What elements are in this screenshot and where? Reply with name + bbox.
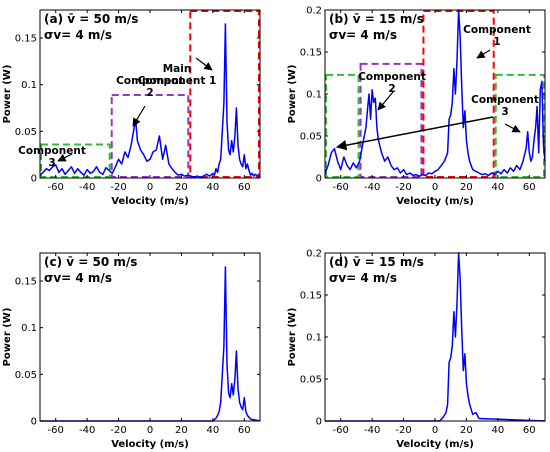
x-tick-label: 0 (432, 182, 438, 193)
panel-title-line-2: σv= 4 m/s (44, 28, 112, 42)
annotation-arrow (195, 57, 213, 71)
y-tick-label: 0.05 (300, 375, 322, 386)
x-tick-label: 0 (147, 182, 153, 193)
panel-d: -60 -40 -20 0 20 40 60 0 0.05 0.1 0.15 0.2 Velocity … (287, 249, 546, 450)
x-axis-label: Velocity (m/s) (111, 196, 189, 207)
annotation-arrow (476, 49, 491, 59)
annotation-text: 3 (48, 157, 55, 169)
x-tick-label: 20 (175, 182, 188, 193)
annotation-text: 2 (388, 83, 395, 95)
annotation-arrow (504, 123, 521, 133)
y-tick-label: 0.15 (15, 34, 37, 45)
x-tick-label: -20 (395, 182, 411, 193)
x-tick-label: 40 (491, 425, 504, 436)
annotation-text: Component (116, 75, 184, 87)
x-tick-label: -40 (79, 425, 95, 436)
y-axis-label: Power (W) (2, 65, 13, 124)
x-tick-label: 40 (206, 182, 219, 193)
annotation-text: 2 (146, 87, 153, 99)
x-tick-label: 0 (432, 425, 438, 436)
series-line-1 (39, 23, 261, 178)
series-line-1 (324, 9, 546, 178)
y-tick-label: 0.1 (306, 333, 322, 344)
y-tick-label: 0.15 (300, 291, 322, 302)
x-tick-label: -40 (79, 182, 95, 193)
annotation-arrow (377, 91, 394, 111)
x-tick-label: 60 (238, 425, 251, 436)
y-tick-label: 0 (31, 417, 37, 428)
y-tick-label: 0 (316, 174, 322, 185)
panel-c: -60 -40 -20 0 20 40 60 0 0.05 0.1 0.15 Velocity (m/… (2, 252, 261, 450)
panel-title-line-1: (c) v̄ = 50 m/s (44, 255, 137, 269)
annotation-text: Component (18, 145, 86, 157)
y-tick-label: 0.05 (15, 370, 37, 381)
x-tick-label: -60 (333, 425, 349, 436)
x-tick-label: 60 (523, 182, 536, 193)
y-tick-label: 0.1 (306, 90, 322, 101)
annotation-arrow-long (335, 116, 494, 151)
annotation-text: Main (163, 63, 192, 75)
component-box-2 (110, 94, 190, 178)
panel-title-line-1: (d) v̄ = 15 m/s (329, 255, 424, 269)
x-tick-label: -60 (48, 425, 64, 436)
y-tick-label: 0 (31, 174, 37, 185)
x-tick-label: 40 (491, 182, 504, 193)
annotation-text: Component (463, 24, 531, 36)
component-box-3 (40, 143, 111, 178)
x-tick-label: 20 (460, 182, 473, 193)
x-tick-label: -40 (364, 425, 380, 436)
x-tick-label: 20 (460, 425, 473, 436)
y-axis-label: Power (W) (287, 65, 298, 124)
annotation-text: 1 (493, 36, 500, 48)
panel-title-line-2: σv= 4 m/s (329, 271, 397, 285)
x-tick-label: 0 (147, 425, 153, 436)
panel-b: -60 -40 -20 0 20 40 60 0 0.05 0.1 0.15 0.2 Velocity … (287, 6, 546, 207)
component-box-4 (494, 73, 546, 178)
y-axis-label: Power (W) (2, 308, 13, 367)
annotation-arrow (57, 153, 73, 162)
x-tick-label: 20 (175, 425, 188, 436)
x-tick-label: 60 (523, 425, 536, 436)
y-tick-label: 0 (316, 417, 322, 428)
y-axis-label: Power (W) (287, 308, 298, 367)
y-tick-label: 0.1 (21, 80, 37, 91)
panel-title-line-2: σv= 4 m/s (44, 271, 112, 285)
panel-title-line-1: (a) v̄ = 50 m/s (44, 12, 138, 26)
panel-title-line-1: (b) v̄ = 15 m/s (329, 12, 424, 26)
annotation-arrow (132, 105, 146, 127)
y-tick-label: 0.1 (21, 323, 37, 334)
y-tick-label: 0.15 (15, 277, 37, 288)
y-tick-label: 0.2 (306, 249, 322, 260)
y-tick-label: 0.05 (300, 132, 322, 143)
x-tick-label: 60 (238, 182, 251, 193)
component-box-2 (359, 62, 423, 178)
annotation-text: 3 (501, 106, 508, 118)
panel-title-line-2: σv= 4 m/s (329, 28, 397, 42)
x-tick-label: 40 (206, 425, 219, 436)
annotation-text: Component (471, 94, 539, 106)
x-axis-label: Velocity (m/s) (396, 439, 474, 450)
y-tick-label: 0.05 (15, 127, 37, 138)
x-axis-label: Velocity (m/s) (111, 439, 189, 450)
x-axis-label: Velocity (m/s) (396, 196, 474, 207)
panel-a: -60 -40 -20 0 20 40 60 0 0.05 0.1 0.15 Velocity (m/… (2, 9, 261, 207)
x-tick-label: -20 (395, 425, 411, 436)
x-tick-label: -20 (110, 182, 126, 193)
x-tick-label: -40 (364, 182, 380, 193)
annotation-text: Component 1 (138, 75, 217, 87)
x-tick-label: -60 (48, 182, 64, 193)
x-tick-label: -60 (333, 182, 349, 193)
y-tick-label: 0.15 (300, 48, 322, 59)
x-tick-label: -20 (110, 425, 126, 436)
y-tick-label: 0.2 (306, 6, 322, 17)
component-box-3 (325, 73, 360, 178)
series-line-1 (40, 266, 261, 422)
annotation-text: Component (358, 71, 426, 83)
component-box-1 (189, 10, 261, 178)
